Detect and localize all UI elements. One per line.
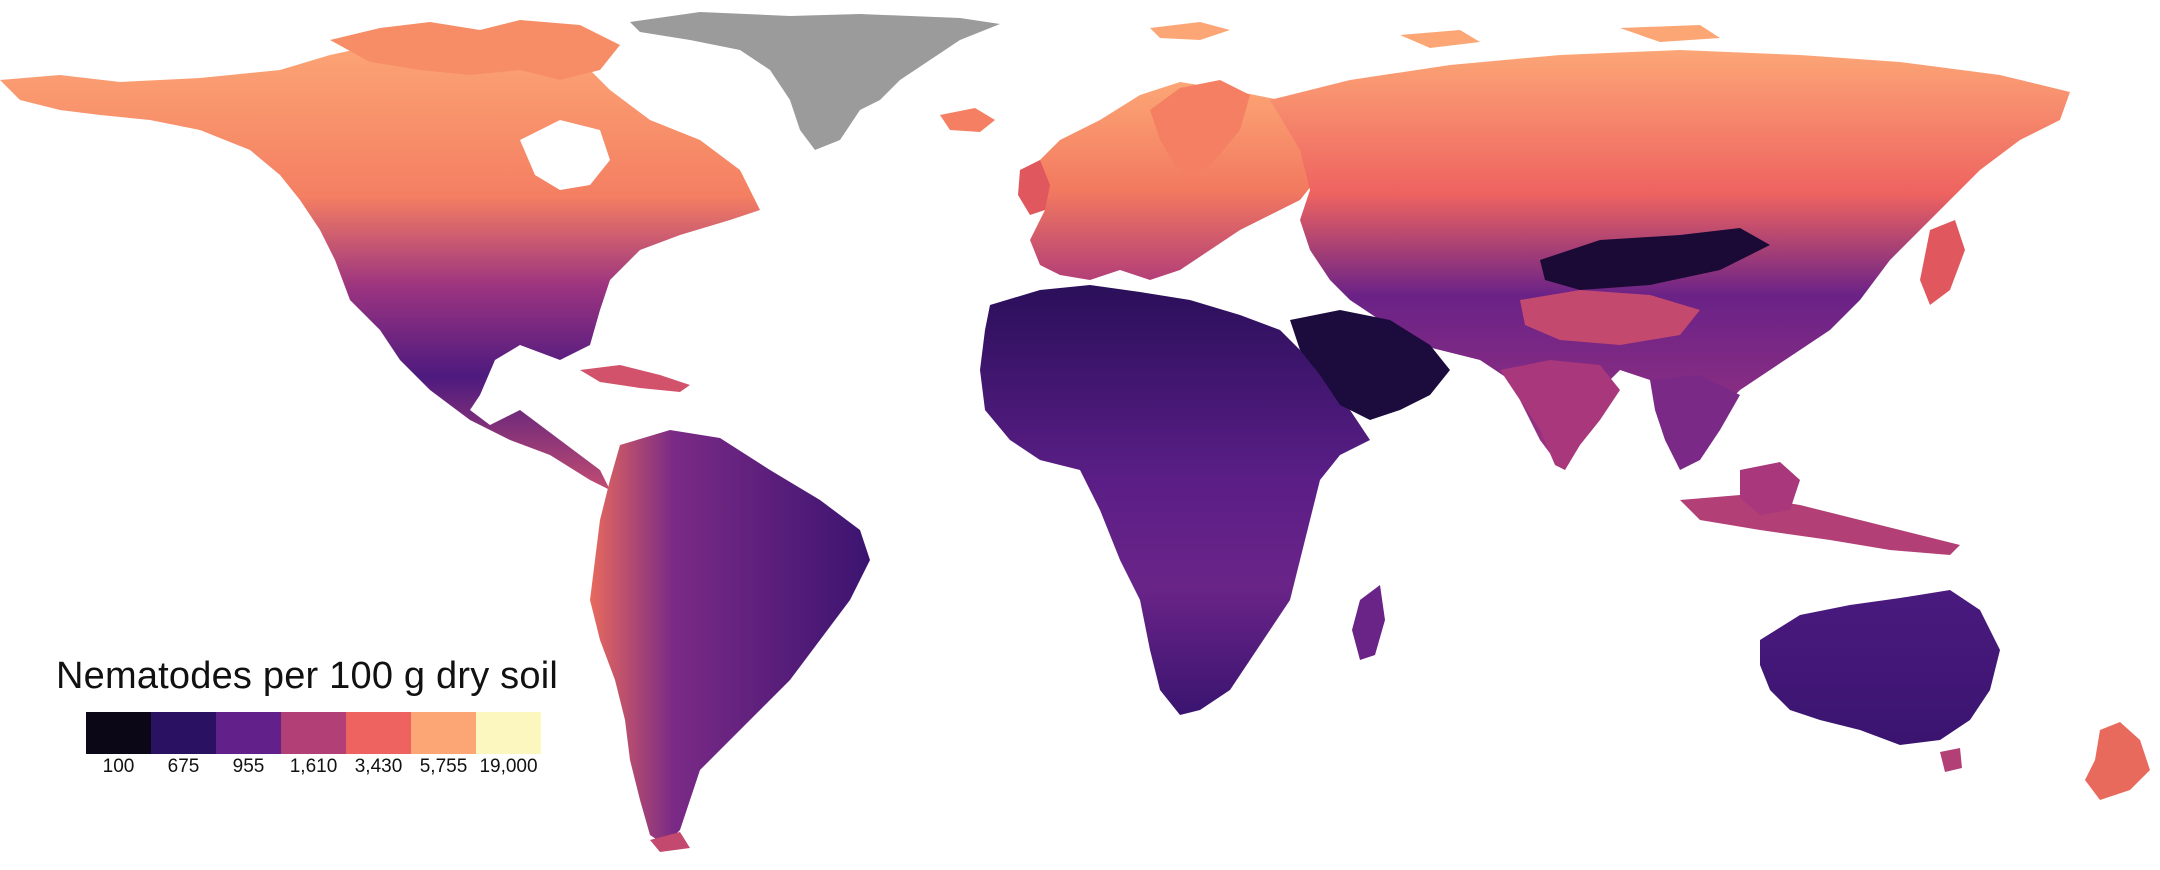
legend-swatch-4 xyxy=(346,712,411,754)
legend-swatch-6 xyxy=(476,712,541,754)
legend-swatch-1 xyxy=(151,712,216,754)
legend-label: 1,610 xyxy=(289,756,338,777)
southeast-asia xyxy=(1650,375,1740,470)
arabian-peninsula xyxy=(1290,310,1450,420)
borneo xyxy=(1740,462,1800,515)
greenland xyxy=(630,12,1000,150)
color-scale-labels: 100 675 955 1,610 3,430 5,755 19,000 xyxy=(86,756,541,780)
tasmania xyxy=(1940,748,1962,772)
antarctic-peninsula xyxy=(650,832,690,852)
australia xyxy=(1760,590,2000,745)
indonesia xyxy=(1680,495,1960,555)
legend-label: 955 xyxy=(232,756,265,777)
legend-label: 5,755 xyxy=(419,756,468,777)
legend-label: 675 xyxy=(167,756,200,777)
scandinavia xyxy=(1150,80,1250,180)
legend-label: 19,000 xyxy=(479,756,538,777)
north-america xyxy=(0,38,760,490)
northern-islands xyxy=(1150,22,1720,48)
british-isles xyxy=(1018,160,1050,215)
caribbean xyxy=(580,365,690,392)
new-zealand xyxy=(2085,722,2150,800)
legend-swatch-5 xyxy=(411,712,476,754)
madagascar xyxy=(1352,585,1385,660)
africa xyxy=(980,285,1370,715)
color-scale-bar xyxy=(86,712,541,754)
legend-swatch-2 xyxy=(216,712,281,754)
tibetan-plateau xyxy=(1520,290,1700,345)
iceland xyxy=(940,108,995,132)
india xyxy=(1500,360,1620,470)
arctic-islands xyxy=(330,20,620,80)
south-america xyxy=(590,430,870,845)
hudson-bay xyxy=(520,120,610,190)
legend-swatch-0 xyxy=(86,712,151,754)
legend-swatch-3 xyxy=(281,712,346,754)
japan xyxy=(1920,220,1965,305)
legend-label: 3,430 xyxy=(354,756,403,777)
legend-label: 100 xyxy=(102,756,135,777)
central-asia-desert xyxy=(1540,228,1770,290)
legend-title: Nematodes per 100 g dry soil xyxy=(56,655,558,697)
europe xyxy=(1030,82,1320,280)
